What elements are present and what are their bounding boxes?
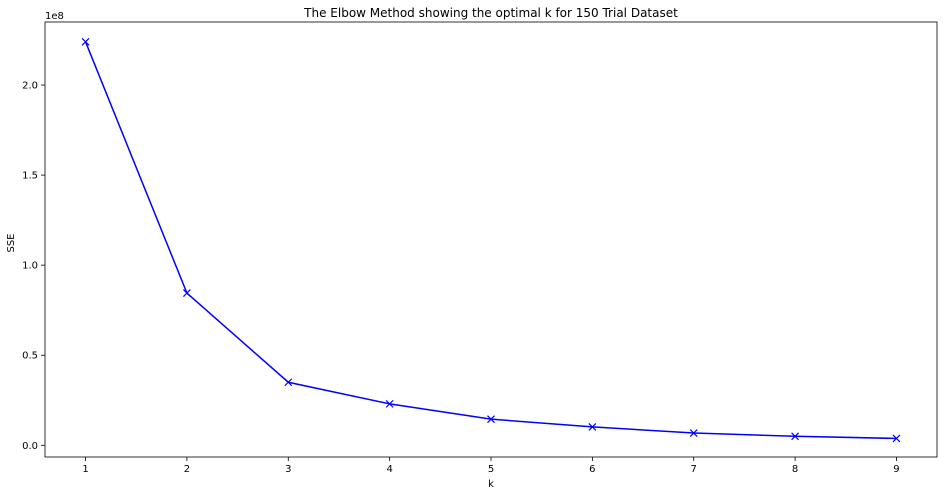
data-point-k3 [284, 378, 293, 387]
data-point-k8 [791, 432, 800, 441]
x-tick-label-8: 8 [792, 464, 798, 475]
data-point-k4 [385, 399, 394, 408]
data-point-k1 [81, 37, 90, 46]
plot-frame [44, 21, 938, 458]
plot-area: 1 2 3 4 5 6 7 8 9 0.0 0.5 1.0 1.5 2.0 [22, 21, 938, 475]
data-point-k5 [487, 415, 495, 424]
x-tick-label-9: 9 [893, 464, 899, 475]
x-tick-label-2: 2 [184, 464, 190, 475]
x-tick-label-7: 7 [691, 464, 697, 475]
y-tick-label-0.5: 0.5 [22, 351, 38, 362]
series-line-0 [84, 41, 897, 440]
chart-title: The Elbow Method showing the optimal k f… [303, 6, 678, 20]
x-tick-label-6: 6 [589, 464, 595, 475]
data-point-k6 [588, 422, 597, 431]
data-point-k9 [892, 434, 901, 443]
x-tick-label-5: 5 [488, 464, 494, 475]
data-point-k2 [182, 289, 191, 298]
x-tick-label-3: 3 [285, 464, 291, 475]
y-tick-label-1.5: 1.5 [22, 171, 38, 182]
data-point-k7 [689, 429, 698, 437]
y-axis-scale-label: 1e8 [45, 11, 64, 22]
y-tick-label-2.0: 2.0 [22, 81, 38, 92]
x-tick-label-4: 4 [386, 464, 392, 475]
x-tick-label-1: 1 [82, 464, 88, 475]
x-axis-label: k [488, 479, 494, 490]
y-tick-label-0.0: 0.0 [22, 441, 38, 452]
y-tick-label-1.0: 1.0 [22, 261, 38, 272]
y-axis-label: SSE [6, 233, 17, 252]
